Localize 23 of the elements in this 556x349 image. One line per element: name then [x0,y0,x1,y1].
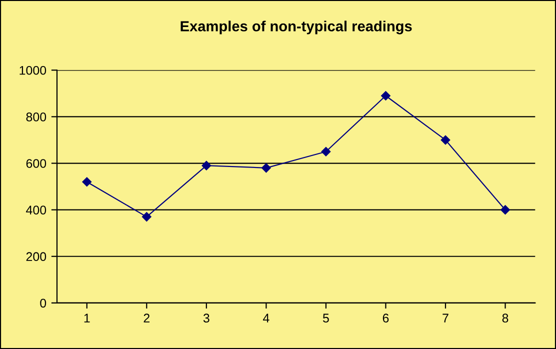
y-tick-label: 400 [26,206,46,214]
x-tick-label: 6 [382,314,389,323]
x-tick-label: 2 [144,314,150,322]
point [262,163,271,173]
point [440,135,450,145]
x-tick-label: 1 [84,314,90,322]
point [500,205,510,214]
y-tick-label: 200 [26,252,46,262]
point [321,147,331,156]
chart-title: Examples of non-typical readings [180,20,412,34]
y-tick-label: 0 [40,298,46,308]
point [381,91,390,100]
point [142,212,152,222]
point [202,160,212,170]
y-tick-label: 800 [26,112,46,122]
x-tick-label: 7 [442,314,448,322]
x-tick-label: 4 [262,314,270,322]
x-tick-label: 3 [203,314,210,323]
y-tick-label: 1000 [20,66,46,75]
x-tick-label: 8 [502,314,508,323]
point [82,177,92,187]
x-tick-label: 5 [322,314,329,323]
y-tick-label: 600 [26,159,46,168]
